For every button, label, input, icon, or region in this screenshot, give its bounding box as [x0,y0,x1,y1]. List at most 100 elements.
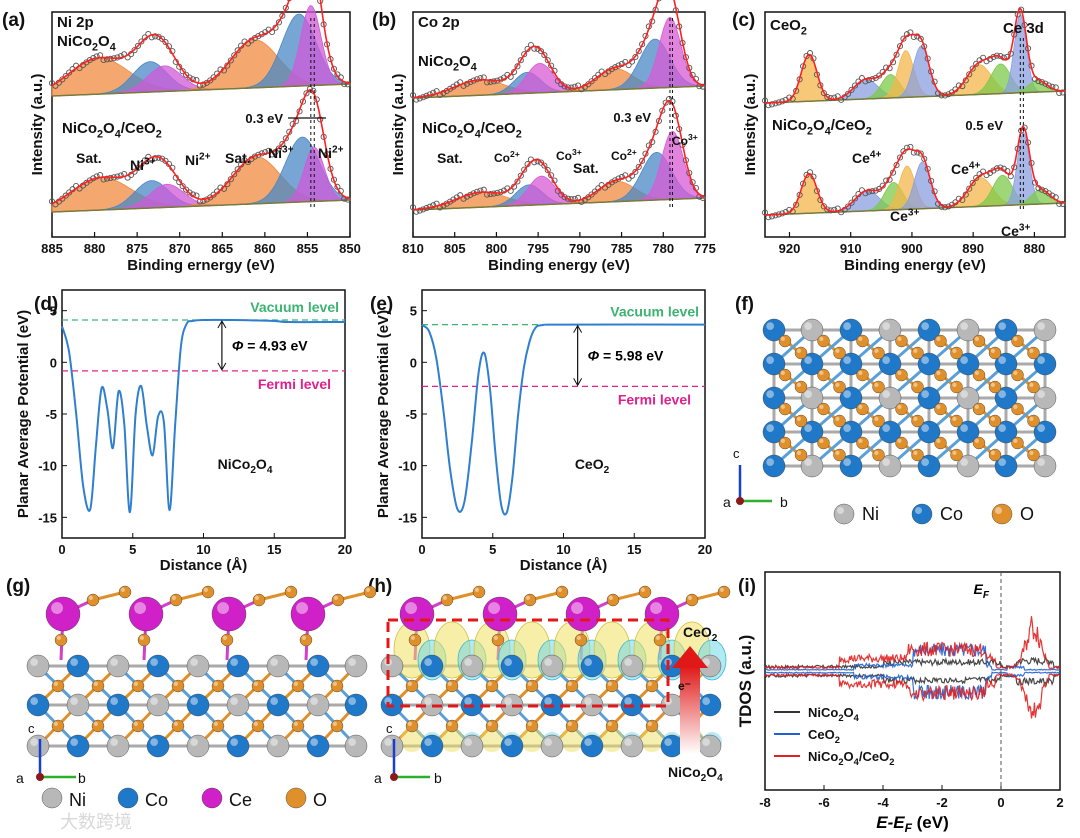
o-atom-highlight [835,348,840,353]
data-point [477,75,484,82]
o-atom-highlight [365,587,370,593]
o-atom [1027,380,1040,394]
data-point [131,168,138,175]
data-point [541,162,548,169]
o-atom-highlight [974,404,980,409]
data-point [537,159,545,166]
data-point [262,149,269,156]
ni-atom [460,654,484,678]
o-atom [171,719,185,733]
o-atom [485,679,499,693]
ni-atom-highlight [1037,322,1045,330]
ce-atom-highlight [405,602,417,614]
o-atom [950,414,963,428]
ni-atom [878,318,902,342]
data-point [632,168,639,175]
y-tick-label: 0 [50,355,57,370]
x-tick-label: 785 [611,241,633,256]
y-tick-label: 5 [410,304,417,319]
co-atom-highlight [544,697,553,706]
sample-label-top: NiCo2​O4​ [57,33,116,54]
o-atom [895,368,908,382]
o-atom-highlight [647,681,653,687]
axis-c-label: c [28,721,35,736]
ce-atom-highlight [134,602,146,614]
sample-label-top: CeO2​ [770,17,807,38]
electron-label: e⁻ [678,679,691,693]
o-atom [934,402,947,416]
data-point [207,77,214,84]
o-atom [794,380,808,394]
co-atom [956,352,980,376]
o-atom-highlight [447,681,452,687]
y-tick-label: -10 [398,459,417,474]
ni-atom-highlight [30,738,38,747]
o-atom-highlight [576,635,582,641]
ni-atom-highlight [624,738,633,747]
peak-annotation: Ce4+ [852,149,882,166]
panel-label-e: (e) [370,294,393,315]
o-atom-highlight [557,587,563,593]
o-atom-highlight [780,336,786,341]
data-point [635,48,642,55]
co-atom-highlight [998,322,1007,330]
co-atom-highlight [1037,424,1045,432]
o-atom-highlight [913,348,918,353]
ce-atom [290,596,326,632]
charge-density-accumulation [400,728,424,752]
o-atom [251,679,265,693]
peak-annotation: Co3+ [672,132,698,148]
axis-b-label: b [780,494,788,510]
ni-atom [266,654,290,678]
co-atom [66,734,90,758]
y-axis-label: Intensity (a.u.) [742,74,759,176]
o-atom [606,593,620,607]
data-point [656,0,662,2]
y-axis-label: Intensity (a.u.) [390,74,407,176]
o-atom-highlight [819,370,824,375]
o-atom-highlight [858,404,863,409]
x-tick-label: 5 [129,542,136,557]
o-atom-highlight [647,721,653,727]
ni-atom-highlight [464,658,472,667]
o-atom [972,436,986,450]
ce-atom [482,596,518,632]
xps-panel-a: 885 880 875 870 865 860 855 850 Binding ernergy … [29,0,361,274]
ni-atom [26,734,50,758]
o-atom-highlight [56,635,62,641]
o-atom [284,585,298,599]
data-point [588,191,595,198]
o-atom-highlight [936,370,941,375]
ni-atom [266,734,290,758]
ce-atom-highlight [571,602,583,614]
data-point [200,81,207,88]
o-atom [972,334,986,348]
o-atom-highlight [293,681,298,687]
y-tick-label: 5 [50,304,57,319]
o-atom-highlight [213,681,218,687]
data-point [639,157,646,164]
data-point [514,63,521,70]
data-point [93,173,100,180]
data-point [851,195,859,202]
co-atom-highlight [150,658,158,667]
o-atom-highlight [874,382,879,387]
o-atom-highlight [858,370,863,375]
o-atom-highlight [286,587,291,593]
co-atom-highlight [804,356,813,364]
o-atom [778,368,792,382]
o-atom-highlight [974,336,980,341]
o-atom [934,368,947,382]
o-atom [131,679,145,693]
sample-label-bottom: NiCo2​O4​/CeO2​ [772,117,872,138]
panel-label-a: (a) [2,10,25,31]
data-point [179,68,186,75]
watermark: 大数跨境 [60,812,132,832]
co-atom-highlight [1037,356,1045,364]
data-point [824,206,831,213]
legend-label: NiCo2​O4​/CeO2​ [808,749,894,767]
ce-atom [565,596,601,632]
data-point [561,194,568,201]
o-atom-highlight [1013,370,1018,375]
data-point [699,194,706,201]
